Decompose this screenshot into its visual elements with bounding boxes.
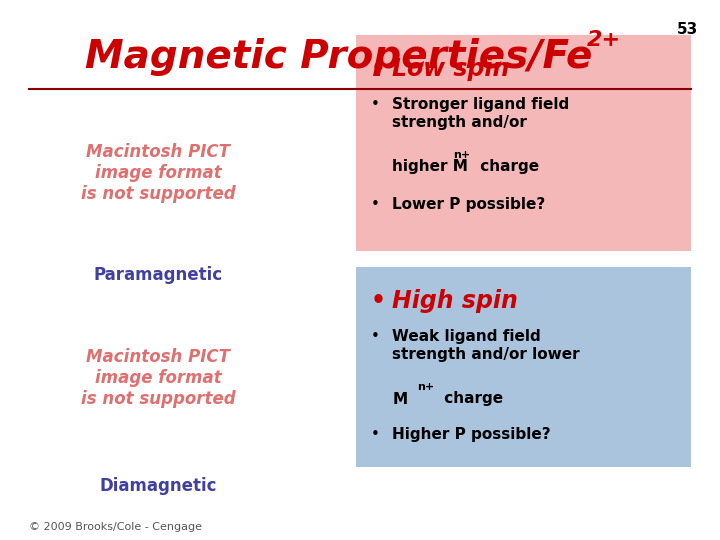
Text: © 2009 Brooks/Cole - Cengage: © 2009 Brooks/Cole - Cengage: [29, 522, 202, 532]
Text: Stronger ligand field
strength and/or: Stronger ligand field strength and/or: [392, 97, 570, 130]
Text: •: •: [371, 197, 379, 212]
FancyBboxPatch shape: [356, 267, 691, 467]
Text: n+: n+: [454, 150, 471, 160]
Text: •: •: [371, 289, 394, 313]
Text: Lower P possible?: Lower P possible?: [392, 197, 546, 212]
Text: charge: charge: [475, 159, 539, 174]
Text: Paramagnetic: Paramagnetic: [94, 266, 223, 285]
Text: Low spin: Low spin: [392, 57, 510, 80]
Text: •: •: [371, 329, 379, 345]
Text: M: M: [392, 392, 408, 407]
Text: higher M: higher M: [392, 159, 468, 174]
Text: •: •: [371, 57, 394, 80]
Text: Macintosh PICT
image format
is not supported: Macintosh PICT image format is not suppo…: [81, 348, 235, 408]
Text: High spin: High spin: [392, 289, 518, 313]
Text: Macintosh PICT
image format
is not supported: Macintosh PICT image format is not suppo…: [81, 143, 235, 202]
Text: charge: charge: [439, 392, 503, 407]
Text: •: •: [371, 427, 379, 442]
Text: Magnetic Properties/Fe: Magnetic Properties/Fe: [85, 38, 592, 76]
Text: n+: n+: [418, 382, 435, 392]
FancyBboxPatch shape: [356, 35, 691, 251]
Text: Higher P possible?: Higher P possible?: [392, 427, 551, 442]
Text: •: •: [371, 97, 379, 112]
Text: Diamagnetic: Diamagnetic: [99, 477, 217, 495]
Text: 2+: 2+: [587, 30, 621, 50]
Text: Weak ligand field
strength and/or lower: Weak ligand field strength and/or lower: [392, 329, 580, 362]
Text: 53: 53: [677, 22, 698, 37]
